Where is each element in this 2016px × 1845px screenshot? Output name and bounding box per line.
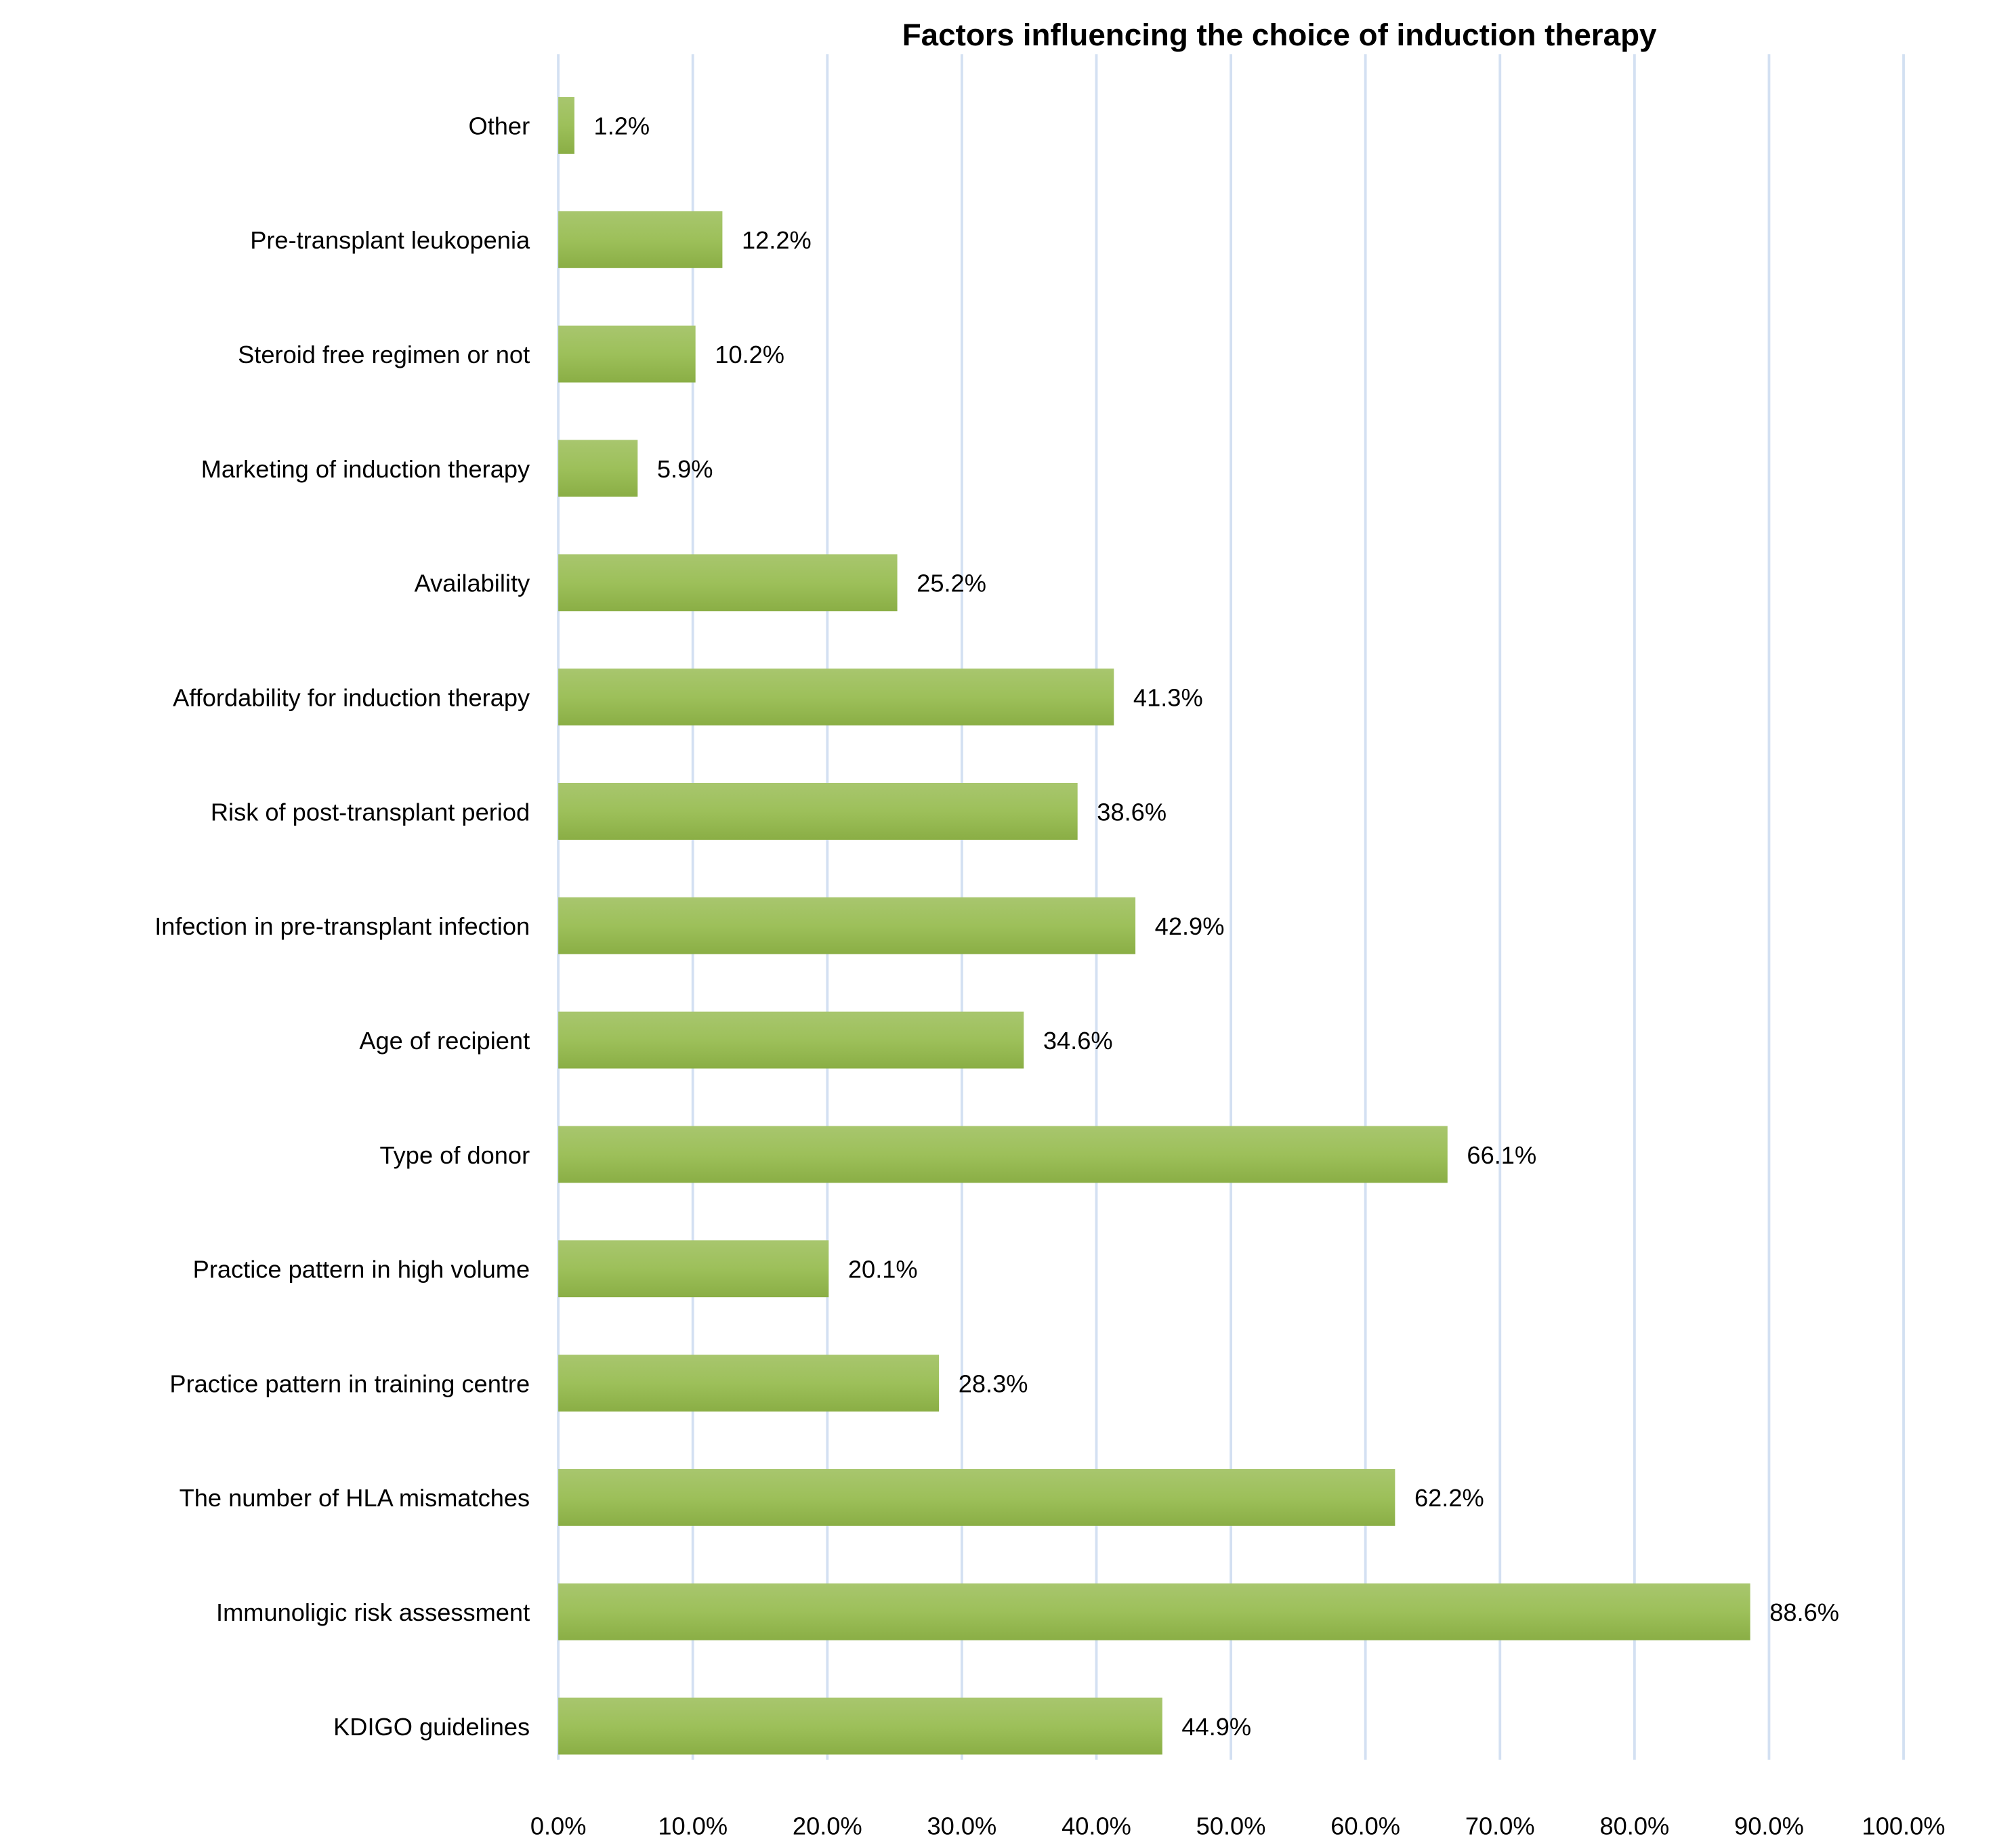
- category-label: Steroid free regimen or not: [238, 341, 530, 368]
- x-axis-tick-labels: 0.0% 10.0% 20.0% 30.0% 40.0% 50.0% 60.0% 70.0% 8…: [530, 1812, 1946, 1840]
- x-tick-label: 70.0%: [1465, 1812, 1535, 1840]
- bar: [558, 1583, 1750, 1640]
- category-label: The number of HLA mismatches: [180, 1484, 530, 1512]
- x-tick-label: 50.0%: [1196, 1812, 1266, 1840]
- category-label: Pre-transplant leukopenia: [250, 226, 530, 254]
- bar: [558, 211, 723, 268]
- x-tick-label: 80.0%: [1599, 1812, 1669, 1840]
- category-label: Affordability for induction therapy: [173, 683, 530, 711]
- x-tick-label: 10.0%: [658, 1812, 728, 1840]
- category-label: Practice pattern in high volume: [193, 1256, 530, 1284]
- value-label: 28.3%: [959, 1370, 1028, 1397]
- bar: [558, 554, 898, 612]
- value-label: 12.2%: [742, 226, 812, 254]
- bar: [558, 1697, 1162, 1755]
- category-label: Marketing of induction therapy: [201, 455, 530, 483]
- value-label: 34.6%: [1043, 1027, 1113, 1055]
- bar: [558, 97, 574, 154]
- x-tick-label: 90.0%: [1734, 1812, 1804, 1840]
- category-label: Infection in pre-transplant infection: [154, 912, 530, 940]
- bar: [558, 440, 638, 497]
- x-tick-label: 30.0%: [927, 1812, 997, 1840]
- bar: [558, 897, 1136, 954]
- value-label: 20.1%: [848, 1256, 918, 1284]
- value-label: 44.9%: [1181, 1713, 1251, 1741]
- value-label: 41.3%: [1133, 683, 1203, 711]
- category-label: KDIGO guidelines: [333, 1713, 530, 1741]
- bar: [558, 1126, 1448, 1183]
- value-label: 66.1%: [1467, 1141, 1536, 1169]
- bar: [558, 1240, 829, 1298]
- value-label: 88.6%: [1769, 1598, 1839, 1626]
- bar: [558, 669, 1114, 726]
- value-label: 38.6%: [1097, 798, 1167, 826]
- x-tick-label: 40.0%: [1062, 1812, 1131, 1840]
- value-label: 10.2%: [715, 341, 784, 368]
- bar: [558, 325, 696, 383]
- value-label: 62.2%: [1414, 1484, 1484, 1512]
- x-tick-label: 100.0%: [1862, 1812, 1946, 1840]
- bar: [558, 1468, 1395, 1526]
- category-label: Immunoligic risk assessment: [216, 1598, 530, 1626]
- value-label: 25.2%: [917, 570, 986, 597]
- bar: [558, 1355, 940, 1412]
- bars: [558, 97, 1750, 1755]
- x-tick-label: 20.0%: [793, 1812, 862, 1840]
- x-tick-label: 0.0%: [530, 1812, 587, 1840]
- value-label: 5.9%: [657, 455, 713, 483]
- x-tick-label: 60.0%: [1330, 1812, 1400, 1840]
- value-labels: 1.2% 12.2% 10.2% 5.9% 25.2% 41.3% 38.6% 42.9% 34…: [594, 112, 1839, 1740]
- category-label: Practice pattern in training centre: [169, 1370, 530, 1397]
- bar: [558, 782, 1078, 840]
- value-label: 42.9%: [1155, 912, 1225, 940]
- category-label: Type of donor: [380, 1141, 530, 1169]
- value-label: 1.2%: [594, 112, 650, 140]
- category-label: Other: [469, 112, 530, 140]
- category-labels: Other Pre-transplant leukopenia Steroid fr…: [154, 112, 530, 1740]
- category-label: Age of recipient: [359, 1027, 530, 1055]
- category-label: Risk of post-transplant period: [211, 798, 530, 826]
- bar: [558, 1011, 1024, 1069]
- chart-title: Factors influencing the choice of induct…: [902, 18, 1657, 52]
- category-label: Availability: [415, 570, 530, 597]
